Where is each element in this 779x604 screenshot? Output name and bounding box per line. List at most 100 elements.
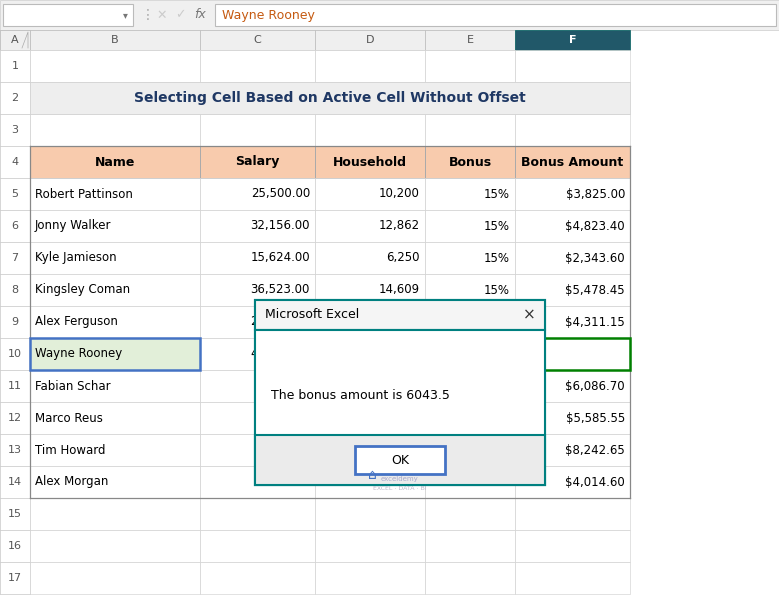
Text: 11,496: 11,496 [379, 315, 420, 329]
FancyBboxPatch shape [200, 338, 315, 370]
Text: 16: 16 [8, 541, 22, 551]
Text: 3: 3 [12, 125, 19, 135]
Text: Microsoft Excel: Microsoft Excel [265, 309, 359, 321]
Text: E: E [467, 35, 474, 45]
FancyBboxPatch shape [315, 178, 425, 210]
FancyBboxPatch shape [30, 242, 200, 274]
FancyBboxPatch shape [515, 370, 630, 402]
FancyBboxPatch shape [200, 210, 315, 242]
FancyBboxPatch shape [30, 370, 200, 402]
FancyBboxPatch shape [515, 82, 630, 114]
FancyBboxPatch shape [0, 178, 30, 210]
FancyBboxPatch shape [425, 50, 515, 82]
FancyBboxPatch shape [255, 300, 545, 330]
Text: 15%: 15% [484, 411, 510, 425]
Text: Kingsley Coman: Kingsley Coman [35, 283, 130, 297]
FancyBboxPatch shape [515, 274, 630, 306]
Text: $3,825.00: $3,825.00 [566, 187, 625, 201]
FancyBboxPatch shape [0, 402, 30, 434]
Text: 11: 11 [8, 381, 22, 391]
FancyBboxPatch shape [30, 30, 200, 50]
FancyBboxPatch shape [425, 178, 515, 210]
FancyBboxPatch shape [425, 210, 515, 242]
Text: 7: 7 [12, 253, 19, 263]
FancyBboxPatch shape [315, 530, 425, 562]
FancyBboxPatch shape [200, 562, 315, 594]
FancyBboxPatch shape [30, 178, 200, 210]
FancyBboxPatch shape [30, 434, 200, 466]
FancyBboxPatch shape [515, 466, 630, 498]
FancyBboxPatch shape [30, 402, 200, 434]
FancyBboxPatch shape [30, 210, 200, 242]
FancyBboxPatch shape [425, 274, 515, 306]
FancyBboxPatch shape [0, 434, 30, 466]
FancyBboxPatch shape [315, 402, 425, 434]
FancyBboxPatch shape [515, 306, 630, 338]
FancyBboxPatch shape [30, 274, 200, 306]
Text: 14,609: 14,609 [379, 283, 420, 297]
Text: D: D [366, 35, 374, 45]
FancyBboxPatch shape [0, 210, 30, 242]
Text: 6: 6 [12, 221, 19, 231]
FancyBboxPatch shape [515, 530, 630, 562]
FancyBboxPatch shape [0, 338, 30, 370]
Text: Household: Household [333, 155, 407, 169]
FancyBboxPatch shape [315, 370, 425, 402]
FancyBboxPatch shape [200, 242, 315, 274]
Text: 8: 8 [12, 285, 19, 295]
FancyBboxPatch shape [515, 146, 630, 178]
FancyBboxPatch shape [0, 434, 30, 466]
Text: ⌂: ⌂ [368, 468, 376, 482]
FancyBboxPatch shape [200, 434, 315, 466]
Text: The bonus amount is 6043.5: The bonus amount is 6043.5 [271, 388, 450, 402]
FancyBboxPatch shape [0, 114, 30, 146]
FancyBboxPatch shape [315, 82, 425, 114]
FancyBboxPatch shape [200, 402, 315, 434]
FancyBboxPatch shape [0, 370, 30, 402]
FancyBboxPatch shape [255, 435, 545, 485]
Text: $8,242.65: $8,242.65 [566, 443, 625, 457]
FancyBboxPatch shape [200, 82, 315, 114]
FancyBboxPatch shape [315, 210, 425, 242]
FancyBboxPatch shape [200, 274, 315, 306]
Text: $6,086.70: $6,086.70 [566, 379, 625, 393]
FancyBboxPatch shape [0, 50, 30, 82]
FancyBboxPatch shape [0, 274, 30, 306]
Text: 15%: 15% [484, 283, 510, 297]
Text: 17: 17 [8, 573, 22, 583]
Text: exceldemy: exceldemy [381, 476, 419, 482]
Text: $2,343.60: $2,343.60 [566, 251, 625, 265]
FancyBboxPatch shape [3, 4, 133, 26]
Text: 28,741.00: 28,741.00 [250, 315, 310, 329]
FancyBboxPatch shape [200, 30, 315, 50]
FancyBboxPatch shape [515, 30, 630, 50]
FancyBboxPatch shape [30, 82, 630, 114]
FancyBboxPatch shape [255, 330, 545, 485]
Text: Tim Howard: Tim Howard [35, 443, 105, 457]
FancyBboxPatch shape [200, 306, 315, 338]
FancyBboxPatch shape [215, 4, 776, 26]
FancyBboxPatch shape [315, 338, 425, 370]
FancyBboxPatch shape [30, 306, 200, 338]
FancyBboxPatch shape [0, 50, 30, 82]
FancyBboxPatch shape [315, 466, 425, 498]
FancyBboxPatch shape [315, 402, 425, 434]
FancyBboxPatch shape [200, 178, 315, 210]
FancyBboxPatch shape [425, 30, 515, 50]
FancyBboxPatch shape [425, 370, 515, 402]
Text: fx: fx [194, 8, 206, 22]
FancyBboxPatch shape [0, 114, 30, 146]
FancyBboxPatch shape [0, 30, 30, 50]
FancyBboxPatch shape [515, 50, 630, 82]
FancyBboxPatch shape [30, 402, 200, 434]
FancyBboxPatch shape [200, 370, 315, 402]
FancyBboxPatch shape [315, 114, 425, 146]
FancyBboxPatch shape [200, 114, 315, 146]
FancyBboxPatch shape [30, 82, 200, 114]
FancyBboxPatch shape [315, 498, 425, 530]
FancyBboxPatch shape [515, 466, 630, 498]
FancyBboxPatch shape [0, 306, 30, 338]
FancyBboxPatch shape [200, 498, 315, 530]
FancyBboxPatch shape [515, 434, 630, 466]
FancyBboxPatch shape [0, 242, 30, 274]
